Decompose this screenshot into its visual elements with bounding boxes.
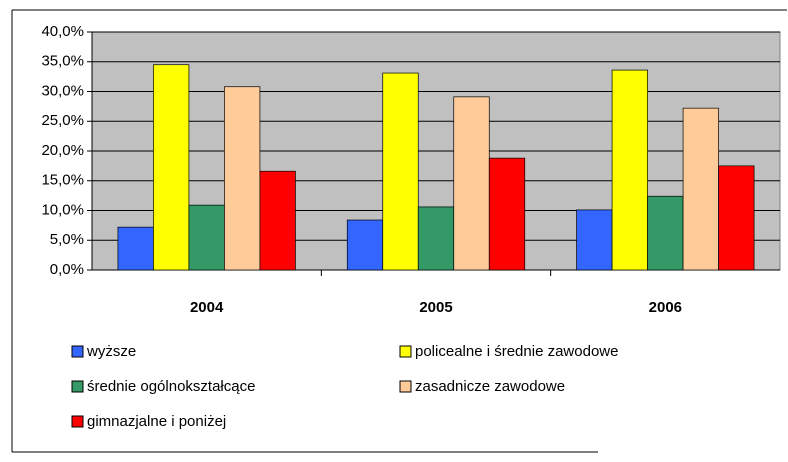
bar bbox=[188, 204, 225, 271]
bar bbox=[647, 195, 684, 271]
y-tick-label: 10,0% bbox=[41, 201, 84, 218]
legend-label: wyższe bbox=[86, 343, 136, 360]
legend-label: policealne i średnie zawodowe bbox=[415, 343, 618, 360]
legend-swatch bbox=[399, 380, 412, 393]
y-tick-label: 30,0% bbox=[41, 82, 84, 99]
y-tick-label: 20,0% bbox=[41, 142, 84, 159]
legend-swatch bbox=[71, 415, 84, 428]
bar bbox=[576, 209, 613, 271]
x-tick-label: 2005 bbox=[419, 299, 452, 316]
bar bbox=[417, 206, 455, 271]
x-tick-label: 2004 bbox=[190, 299, 224, 316]
bar bbox=[259, 170, 296, 271]
legend-label: średnie ogólnokształcące bbox=[87, 378, 255, 395]
legend-swatch bbox=[399, 345, 412, 358]
x-tick-label: 2006 bbox=[649, 299, 682, 316]
bar bbox=[382, 72, 419, 271]
bar bbox=[346, 219, 384, 271]
bar bbox=[488, 157, 526, 271]
y-tick-label: 35,0% bbox=[41, 53, 84, 70]
y-tick-label: 15,0% bbox=[41, 172, 84, 189]
legend-label: zasadnicze zawodowe bbox=[415, 378, 565, 395]
y-tick-label: 40,0% bbox=[41, 23, 84, 40]
y-tick-label: 25,0% bbox=[41, 112, 84, 129]
bar bbox=[453, 96, 490, 271]
bar bbox=[718, 165, 755, 271]
legend-label: gimnazjalne i poniżej bbox=[87, 413, 226, 430]
legend-swatch bbox=[71, 380, 84, 393]
legend-swatch bbox=[71, 345, 84, 358]
bar bbox=[153, 64, 190, 271]
y-tick-label: 0,0% bbox=[50, 261, 84, 278]
bar bbox=[611, 69, 648, 271]
y-tick-label: 5,0% bbox=[50, 231, 84, 248]
bar bbox=[682, 107, 719, 271]
bar bbox=[117, 226, 154, 271]
bar bbox=[224, 86, 261, 271]
